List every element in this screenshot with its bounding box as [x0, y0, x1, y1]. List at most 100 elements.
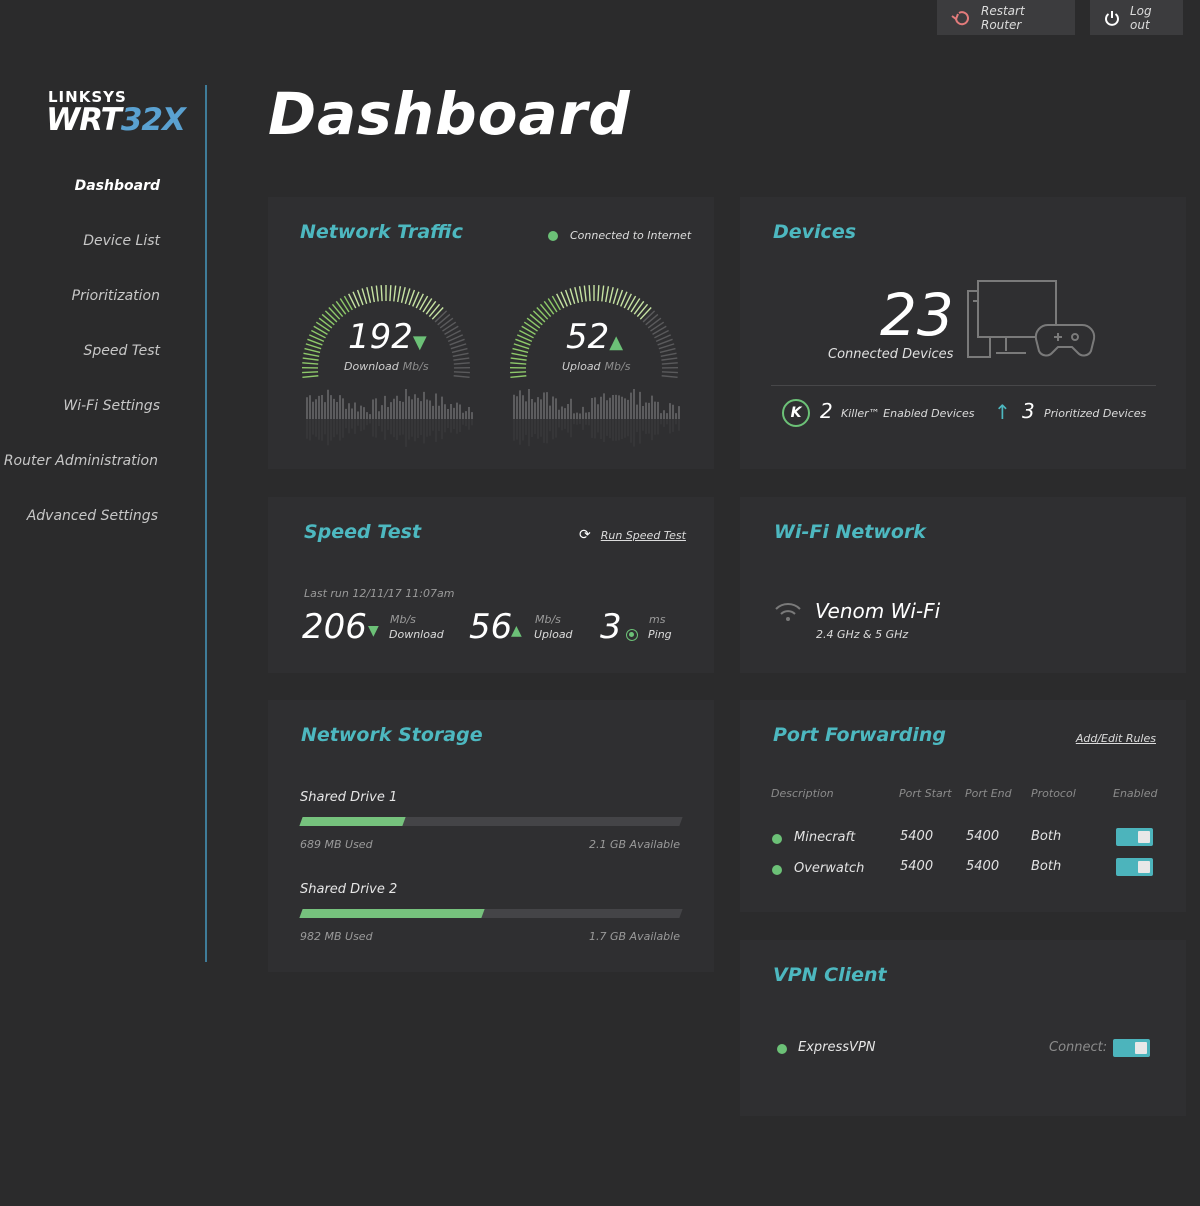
restart-router-label: Restart Router: [981, 3, 1025, 32]
gauge-tick: [529, 313, 543, 326]
gauge-tick: [543, 300, 555, 315]
gauge-tick: [348, 293, 357, 309]
gauge-tick: [311, 329, 326, 339]
restart-router-button[interactable]: Restart Router: [937, 0, 1075, 35]
gauge-tick: [328, 306, 341, 320]
network-storage-card: Network Storage Shared Drive 1 689 MB Us…: [268, 700, 714, 972]
drive-1-name: Shared Drive 1: [300, 790, 398, 805]
gauge-tick: [335, 300, 347, 315]
gauge-tick: [642, 310, 656, 323]
gauge-tick: [428, 303, 441, 318]
gauge-tick: [434, 310, 448, 323]
gauge-tick: [636, 303, 649, 318]
prioritized-label: Prioritized Devices: [1044, 407, 1147, 420]
rule-description: Overwatch: [794, 861, 865, 876]
rule-enabled-toggle[interactable]: [1116, 828, 1153, 846]
gauge-tick: [302, 375, 319, 379]
gauge-tick: [574, 287, 580, 303]
devices-title: Devices: [773, 221, 857, 243]
rule-enabled-toggle[interactable]: [1116, 858, 1153, 876]
gauge-tick: [661, 362, 678, 365]
power-icon: [1104, 10, 1120, 26]
rule-protocol: Both: [1031, 859, 1062, 874]
gauge-tick: [515, 338, 531, 346]
rule-status-dot-icon: [772, 834, 782, 844]
vpn-name: ExpressVPN: [798, 1040, 876, 1055]
gauge-tick: [400, 287, 406, 303]
gauge-tick: [446, 329, 461, 339]
gauge-tick: [453, 371, 470, 374]
rule-description: Minecraft: [794, 830, 856, 845]
download-waveform: [306, 389, 473, 447]
drive-1-usage-fill: [299, 817, 406, 826]
drive-1-available: 2.1 GB Available: [589, 838, 680, 851]
vpn-connect-toggle[interactable]: [1113, 1039, 1150, 1057]
gauge-tick: [439, 317, 454, 329]
port-forwarding-card: Port Forwarding Add/Edit Rules Descripti…: [740, 700, 1186, 912]
sidebar-item-wifi-settings[interactable]: Wi-Fi Settings: [63, 398, 160, 414]
devices-icon: [967, 280, 1096, 358]
network-traffic-card: Network Traffic Connected to Internet 19…: [268, 197, 714, 469]
speedtest-download-unit: Mb/s: [390, 613, 416, 626]
gauge-tick: [510, 357, 527, 361]
gauge-tick: [510, 371, 527, 374]
gauge-tick: [655, 334, 672, 342]
column-header-port-end: Port End: [965, 787, 1012, 800]
speedtest-ping-unit: ms: [649, 613, 666, 626]
sidebar-item-device-list[interactable]: Device List: [83, 233, 160, 249]
drive-2-name: Shared Drive 2: [300, 882, 398, 897]
sidebar-item-advanced-settings[interactable]: Advanced Settings: [26, 508, 158, 524]
gauge-tick: [366, 287, 372, 303]
gauge-tick: [356, 289, 364, 306]
gauge-tick: [513, 343, 530, 350]
gauge-tick: [633, 300, 645, 315]
wifi-bands: 2.4 GHz & 5 GHz: [816, 628, 909, 641]
run-speed-test-link[interactable]: ⟳ Run Speed Test: [579, 527, 686, 543]
gauge-tick: [447, 334, 464, 342]
sidebar-divider: [205, 85, 207, 962]
port-forwarding-title: Port Forwarding: [773, 724, 946, 746]
gauge-tick: [361, 288, 368, 304]
logout-label: Log out: [1130, 3, 1152, 32]
gauge-tick: [449, 338, 465, 346]
gauge-tick: [601, 285, 605, 302]
refresh-icon: ⟳: [579, 527, 591, 543]
gauge-tick: [560, 291, 568, 307]
gauge-tick: [412, 291, 420, 307]
killer-count: 2: [820, 399, 833, 423]
gauge-tick: [303, 352, 320, 357]
rule-port-start: 5400: [900, 859, 934, 874]
gauge-tick: [315, 321, 330, 332]
sidebar-item-dashboard[interactable]: Dashboard: [74, 178, 160, 194]
vpn-connect-label: Connect:: [1049, 1040, 1108, 1055]
rule-port-end: 5400: [966, 829, 1000, 844]
sidebar-item-router-administration[interactable]: Router Administration: [3, 453, 158, 469]
sidebar-item-prioritization[interactable]: Prioritization: [71, 288, 160, 304]
wifi-network-title: Wi-Fi Network: [774, 521, 926, 543]
devices-card: Devices 23 Connected Devices K 2 Killer™…: [740, 197, 1186, 469]
devices-divider: [771, 385, 1156, 386]
add-edit-rules-link[interactable]: Add/Edit Rules: [1075, 732, 1156, 745]
gauge-tick: [321, 313, 335, 326]
upload-waveform: [513, 389, 680, 447]
gauge-tick: [654, 329, 669, 339]
network-storage-title: Network Storage: [301, 724, 483, 746]
gauge-tick: [453, 362, 470, 365]
speedtest-upload-label: Upload: [534, 628, 573, 641]
speed-test-title: Speed Test: [304, 521, 422, 543]
logout-button[interactable]: Log out: [1090, 0, 1183, 35]
gauge-tick: [630, 298, 641, 313]
drive-2-usage-fill: [299, 909, 486, 918]
rule-port-end: 5400: [966, 859, 1000, 874]
gauge-tick: [532, 310, 546, 323]
gauge-tick: [519, 329, 534, 339]
column-header-description: Description: [771, 787, 834, 800]
connection-status: Connected to Internet: [548, 229, 691, 242]
gauge-tick: [612, 288, 619, 304]
gauge-tick: [389, 285, 392, 302]
rule-port-start: 5400: [900, 829, 934, 844]
gauge-tick: [526, 317, 541, 329]
drive-1-used: 689 MB Used: [300, 838, 373, 851]
gauge-tick: [511, 352, 528, 357]
sidebar-item-speed-test[interactable]: Speed Test: [83, 343, 160, 359]
